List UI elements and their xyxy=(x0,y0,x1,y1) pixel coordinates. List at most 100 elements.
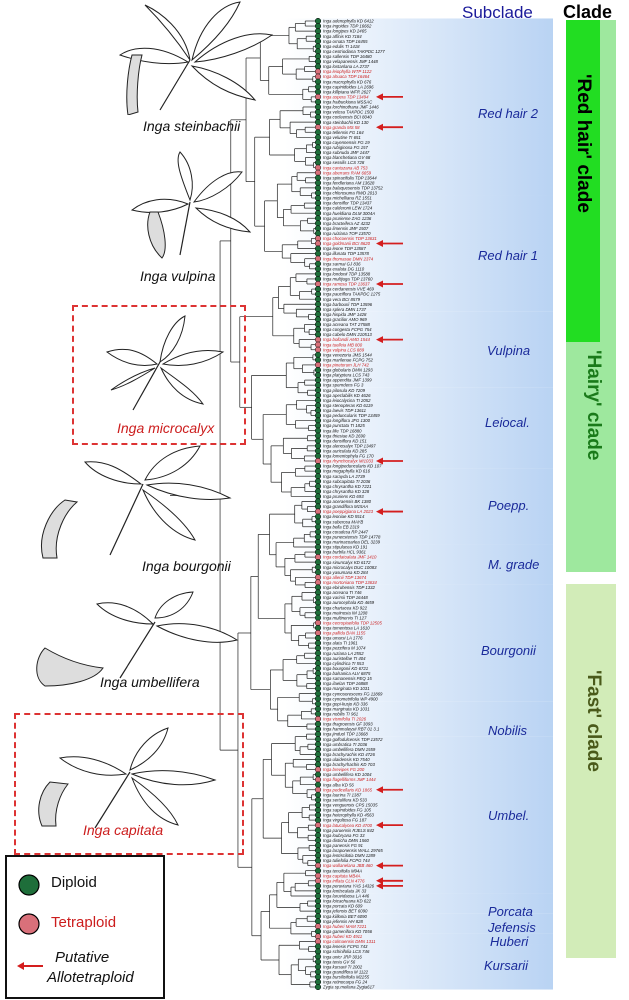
tetraploid-tip-marker xyxy=(314,554,322,561)
tip-label: Inga pilosula KD 7209 xyxy=(323,388,366,393)
tip-label: Inga schinifolia LCS 746 xyxy=(323,949,370,954)
allotetraploid-arrow-icon xyxy=(376,508,403,516)
tip-label: Inga auriculata KD 285 xyxy=(323,448,367,453)
tip-label: Inga acreana TI 746 xyxy=(323,590,362,595)
tip-label: Inga auristellae TI 404 xyxy=(323,656,366,661)
tip-label: Inga multinervis TI 127 xyxy=(323,615,367,620)
tip-label: Inga huberi MAM 7221 xyxy=(323,924,367,929)
diploid-tip-marker xyxy=(314,746,322,753)
tip-label: Inga longipeduncularis KD 107 xyxy=(323,464,382,469)
diploid-tip-marker xyxy=(314,154,322,161)
species-label-microcalyx: Inga microcalyx xyxy=(117,420,215,436)
diploid-tip-marker xyxy=(314,660,322,667)
tip-label: Inga cerdanensis VVE 469 xyxy=(323,287,374,292)
tetraploid-tip-marker xyxy=(314,766,322,773)
clade-bar-fast xyxy=(566,584,616,958)
diploid-tip-marker xyxy=(314,963,322,970)
tip-label: Inga paruensis RJELS 842 xyxy=(323,828,375,833)
diploid-tip-marker xyxy=(314,645,322,652)
legend-tetraploid-label: Tetraploid xyxy=(51,914,117,931)
diploid-tip-marker xyxy=(314,543,322,551)
diploid-tip-marker xyxy=(314,306,322,313)
tip-label: Inga affinis KD 7184 xyxy=(323,34,362,39)
clade-bar-red-hair-edge xyxy=(600,20,616,360)
tip-label: Inga chocoensis TDP 13631 xyxy=(323,236,377,241)
diploid-tip-marker xyxy=(314,609,322,616)
tetraploid-tip-marker xyxy=(314,862,322,869)
tip-label: Inga ahuaca TDP 16464 xyxy=(323,74,370,79)
tip-label: Inga aspera TDP 13494 xyxy=(323,94,369,99)
tip-label: Inga laurina TI 1387 xyxy=(323,792,362,797)
diploid-tip-marker xyxy=(314,331,322,338)
diploid-tip-marker xyxy=(314,634,322,642)
tetraploid-tip-marker xyxy=(314,240,322,247)
tip-label: Inga illunata TDP 13578 xyxy=(323,251,370,256)
diploid-tip-marker xyxy=(314,463,322,470)
tetraploid-tip-marker xyxy=(314,933,322,940)
tip-label: Inga densiflor TDP 13437 xyxy=(323,201,372,206)
tip-label: Inga cayennensis FG 19 xyxy=(323,140,370,145)
clade-header: Clade xyxy=(563,2,613,22)
tip-label: Inga kiillonia BET 6090 xyxy=(323,914,368,919)
diploid-tip-marker xyxy=(314,417,322,424)
tip-label: Inga coradesa RP 2447 xyxy=(323,529,369,534)
allotetraploid-arrows xyxy=(376,93,403,890)
subclade-label-jefensis: Jefensis xyxy=(488,920,536,935)
diploid-tip-marker xyxy=(314,811,322,819)
diploid-tip-marker xyxy=(314,983,322,991)
diploid-tip-marker xyxy=(314,245,322,252)
diploid-tip-marker xyxy=(314,366,322,374)
diploid-tip-marker xyxy=(314,447,322,454)
highlight-box-capitata xyxy=(14,713,244,855)
allotetraploid-arrow-icon xyxy=(376,280,403,288)
diploid-tip-marker xyxy=(314,771,322,778)
tip-label: Inga aberrans RAM 6659 xyxy=(323,170,372,175)
tip-label: Inga gopi-kusjo KD 336 xyxy=(323,701,368,706)
diploid-tip-marker xyxy=(314,225,322,232)
tip-label: Inga ruiziana TOP 13570 xyxy=(323,231,371,236)
tip-label: Inga grandiflora M15AA xyxy=(323,504,368,509)
tip-label: Inga alba KD 56 xyxy=(323,782,354,787)
diploid-tip-marker xyxy=(314,326,322,333)
tip-label: Inga congesta FCPG 754 xyxy=(323,327,372,332)
tip-label: Inga kursarii TI 2002 xyxy=(323,964,363,969)
allotetraploid-arrow-icon xyxy=(376,882,403,890)
tip-label: Inga chrysantha KD 7221 xyxy=(323,484,372,489)
diploid-tip-marker xyxy=(314,48,322,55)
tetraploid-tip-marker xyxy=(314,124,322,131)
clade-bar-hairy xyxy=(566,342,616,572)
tip-label: Inga huberi KD 4911 xyxy=(323,934,363,939)
species-label-steinbachii: Inga steinbachii xyxy=(143,118,241,134)
tip-label: Inga ramosa TDP 13637 xyxy=(323,282,370,287)
diploid-tip-marker xyxy=(314,867,322,874)
diploid-tip-marker xyxy=(314,569,322,576)
tip-label: Inga limensis JMF 1507 xyxy=(323,226,369,231)
diploid-tip-marker xyxy=(314,953,322,960)
tip-label: Inga gamenifora KD 7056 xyxy=(323,929,373,934)
tip-label: Inga loubryana FG 33 xyxy=(323,833,365,838)
clade-label-fast: 'Fast' clade xyxy=(583,670,604,772)
diploid-tip-marker xyxy=(314,149,322,156)
diploid-tip-marker xyxy=(314,726,322,733)
subclade-band xyxy=(285,18,553,196)
tetraploid-tip-marker xyxy=(314,629,322,637)
tip-label: Inga porcata KD 609 xyxy=(323,904,363,909)
tetraploid-tip-marker xyxy=(314,508,322,515)
tetraploid-tip-marker xyxy=(314,579,322,586)
diploid-tip-marker xyxy=(314,114,322,121)
tip-label: Inga poeppigiana LA 2023 xyxy=(323,509,374,514)
tip-label: Inga umbratica TI 2036 xyxy=(323,742,368,747)
diploid-tip-marker xyxy=(314,382,322,389)
tip-label: Inga leoniae KD 5514 xyxy=(323,514,365,519)
tip-label: Inga rubiginosa FG 157 xyxy=(323,145,369,150)
subclade-label-nobilis: Nobilis xyxy=(488,723,528,738)
subclade-label-poepp: Poepp. xyxy=(488,498,530,513)
tip-label: Inga capitata MB4A xyxy=(323,873,361,878)
tip-label: Inga thagroensis GF 3093 xyxy=(323,722,373,727)
species-label-umbellifera: Inga umbellifera xyxy=(100,674,200,690)
tetraploid-tip-marker xyxy=(314,235,322,242)
subclade-band xyxy=(285,736,553,894)
tip-label: Inga longiflora JFG 1300 xyxy=(323,418,371,423)
tip-label: Inga jefensis HH 828 xyxy=(323,919,363,924)
tetraploid-tip-marker xyxy=(314,619,322,626)
